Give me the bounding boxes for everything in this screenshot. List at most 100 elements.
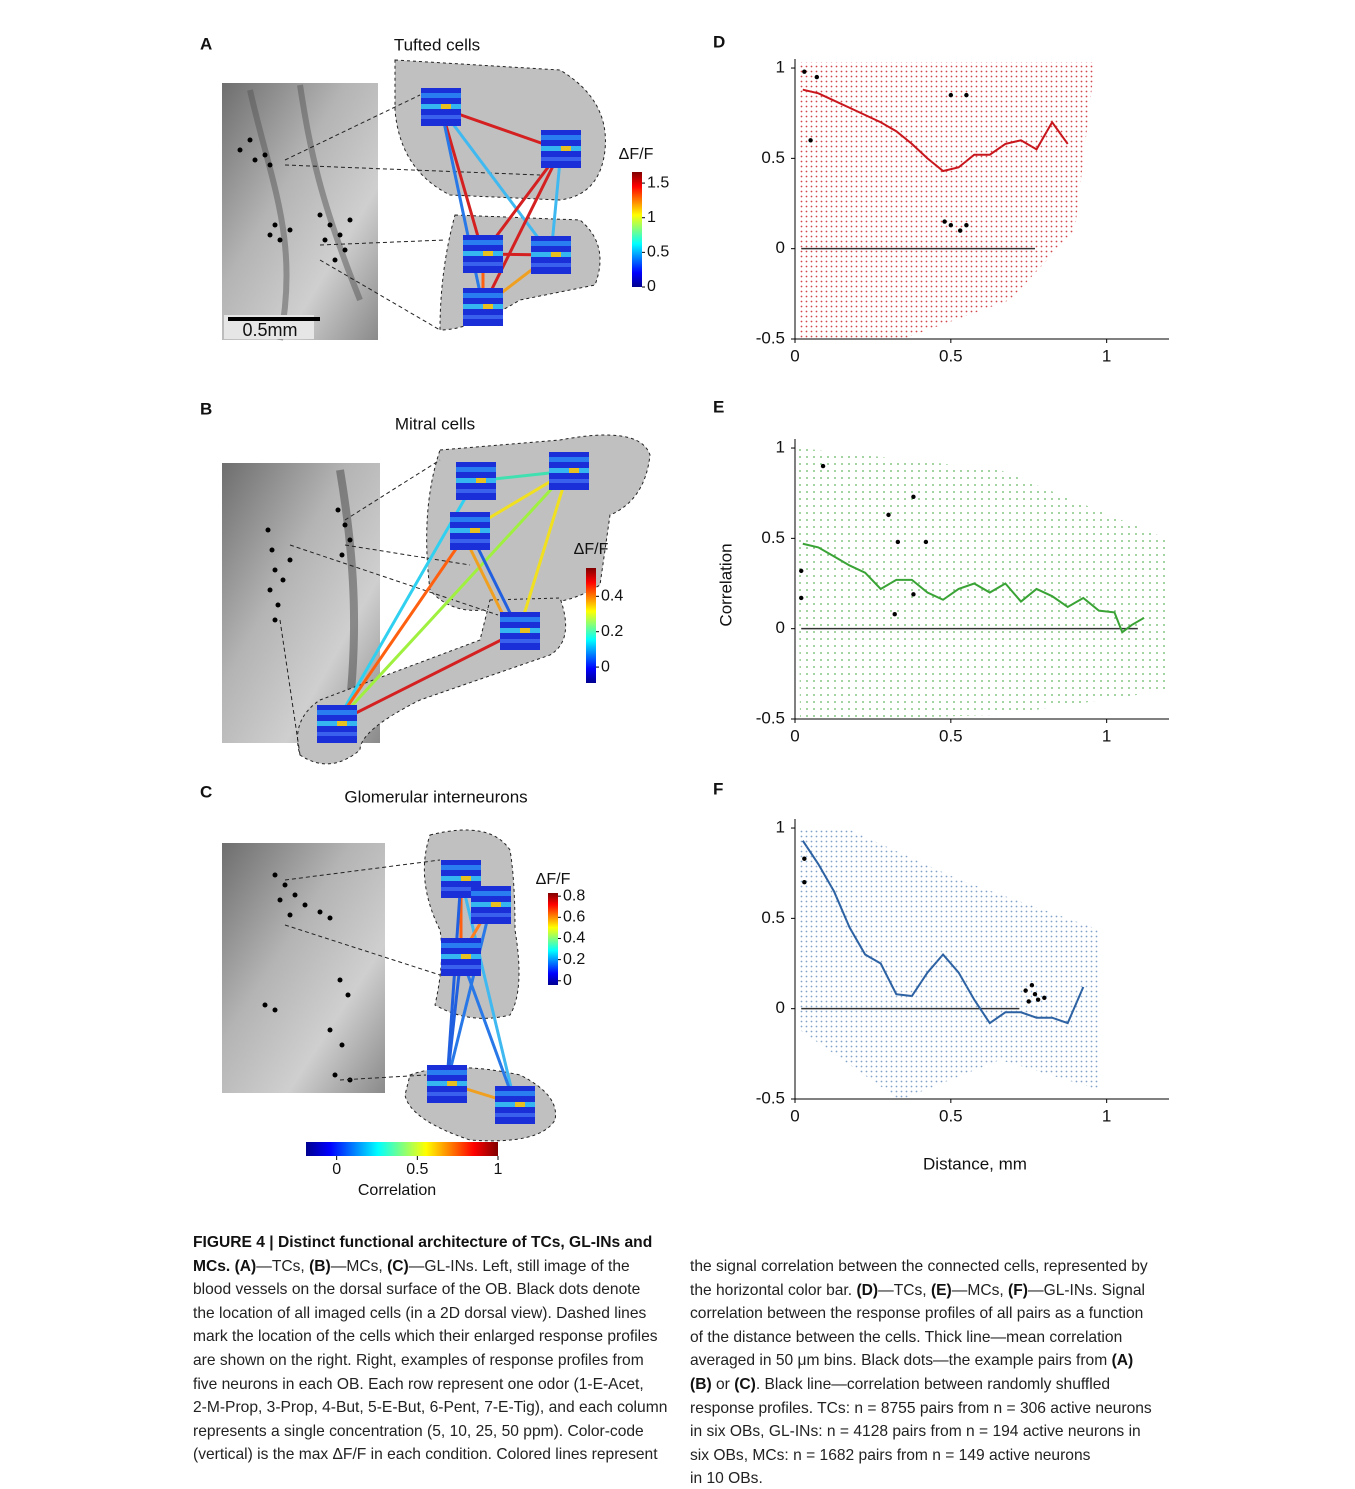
response-profile: [421, 88, 461, 126]
caption-text: (B): [309, 1258, 331, 1275]
example-pair: [1023, 988, 1027, 992]
panel-letter: A: [200, 34, 212, 53]
example-pair: [942, 219, 946, 223]
caption-line: the horizontal color bar. (D)—TCs, (E)—M…: [690, 1281, 1145, 1301]
caption-text: MCs. (A): [193, 1258, 256, 1275]
caption-text: —GL-INs. Left, still image of the: [409, 1258, 630, 1275]
y-tick-label: 1: [776, 58, 785, 77]
y-tick-label: 0.5: [761, 528, 785, 547]
response-profile: [463, 288, 503, 326]
example-pair: [821, 464, 825, 468]
response-profile: [450, 512, 490, 550]
caption-line: represents a single concentration (5, 10…: [193, 1422, 644, 1442]
example-pair: [802, 857, 806, 861]
caption-text: (vertical) is the max ΔF/F in each condi…: [193, 1446, 658, 1463]
caption-line: mark the location of the cells which the…: [193, 1327, 658, 1347]
vessel-image: [222, 83, 378, 340]
caption-line: correlation between the response profile…: [690, 1304, 1143, 1324]
example-pair: [802, 69, 806, 73]
colorbar-tick-label: 0.8: [563, 887, 585, 904]
caption-line: the location of all imaged cells (in a 2…: [193, 1304, 646, 1324]
caption-text: five neurons in each OB. Each row repres…: [193, 1376, 644, 1393]
caption-text: (C): [387, 1258, 409, 1275]
example-pair: [799, 569, 803, 573]
scale-bar-label: 0.5mm: [242, 320, 297, 340]
caption-text: —MCs,: [952, 1282, 1008, 1299]
x-tick-label: 0.5: [939, 1106, 963, 1125]
caption-text: the horizontal color bar.: [690, 1282, 856, 1299]
colorbar-tick-label: 0.2: [563, 951, 585, 968]
colorbar-label: ΔF/F: [574, 541, 609, 558]
caption-text: are shown on the right. Right, examples …: [193, 1352, 644, 1369]
caption-text: —TCs,: [878, 1282, 931, 1299]
x-tick-label: 1: [1102, 1106, 1111, 1125]
response-profile: [456, 462, 496, 500]
x-tick-label: 1: [1102, 346, 1111, 365]
x-tick-label: 0: [790, 346, 799, 365]
example-pair: [808, 138, 812, 142]
example-pair: [802, 880, 806, 884]
caption-line: the signal correlation between the conne…: [690, 1257, 1148, 1277]
example-pair: [949, 223, 953, 227]
colorbar-tick-label: 0.4: [601, 588, 623, 605]
caption-text: (A): [1112, 1352, 1134, 1369]
colorbar-tick-label: 0: [647, 278, 656, 295]
response-profile: [500, 612, 540, 650]
caption-line: six OBs, MCs: n = 1682 pairs from n = 14…: [690, 1446, 1090, 1466]
colorbar: [548, 893, 558, 985]
response-profile: [549, 452, 589, 490]
caption-line: (vertical) is the max ΔF/F in each condi…: [193, 1445, 658, 1465]
x-axis-label: Distance, mm: [923, 1154, 1027, 1173]
caption-text: (E): [931, 1282, 952, 1299]
example-pair: [893, 612, 897, 616]
y-tick-label: -0.5: [756, 708, 785, 727]
caption-text: response profiles. TCs: n = 8755 pairs f…: [690, 1400, 1152, 1417]
response-profile: [531, 236, 571, 274]
caption-text: FIGURE 4 | Distinct functional architect…: [193, 1234, 652, 1251]
example-pair: [1033, 992, 1037, 996]
panel-letter: B: [200, 399, 212, 418]
y-tick-label: 1: [776, 438, 785, 457]
caption-line: FIGURE 4 | Distinct functional architect…: [193, 1233, 652, 1253]
colorbar-label: Correlation: [358, 1182, 436, 1199]
caption-text: in 10 OBs.: [690, 1470, 763, 1487]
panel-letter: D: [713, 32, 725, 51]
example-pair: [896, 540, 900, 544]
panel-b: B Mitral cells: [200, 399, 650, 763]
page: { "panels": [ {"letter": "A", "title": "…: [0, 0, 1355, 1483]
colorbar-tick-label: 0: [563, 972, 572, 989]
pair-cloud: [798, 448, 1170, 720]
example-pair: [1036, 997, 1040, 1001]
caption-line: response profiles. TCs: n = 8755 pairs f…: [690, 1399, 1152, 1419]
correlation-colorbar: [306, 1142, 498, 1156]
y-tick-label: -0.5: [756, 1088, 785, 1107]
caption-text: the signal correlation between the conne…: [690, 1258, 1148, 1275]
x-tick-label: 1: [1102, 726, 1111, 745]
example-pair: [911, 495, 915, 499]
caption-text: correlation between the response profile…: [690, 1305, 1143, 1322]
example-pair: [886, 513, 890, 517]
response-profile: [471, 886, 511, 924]
example-pair: [1030, 983, 1034, 987]
panel-letter: C: [200, 782, 212, 801]
caption-text: in six OBs, GL-INs: n = 4128 pairs from …: [690, 1423, 1141, 1440]
pair-cloud: [800, 62, 1095, 340]
caption-text: mark the location of the cells which the…: [193, 1328, 658, 1345]
y-tick-label: 0: [776, 238, 785, 257]
caption-line: in 10 OBs.: [690, 1469, 763, 1489]
caption-line: (B) or (C). Black line—correlation betwe…: [690, 1375, 1110, 1395]
response-profile: [495, 1086, 535, 1124]
caption-text: —TCs,: [256, 1258, 309, 1275]
panel-letter: F: [713, 779, 723, 798]
colorbar-tick-label: 1: [647, 209, 656, 226]
example-pair: [964, 93, 968, 97]
caption-text: or: [712, 1376, 735, 1393]
y-tick-label: -0.5: [756, 328, 785, 347]
colorbar-tick-label: 0: [601, 658, 610, 675]
panel-title: Glomerular interneurons: [344, 787, 527, 806]
colorbar-tick-label: 1.5: [647, 174, 669, 191]
caption-text: (C): [734, 1376, 756, 1393]
colorbar-label: ΔF/F: [619, 146, 654, 163]
caption-text: 2-M-Prop, 3-Prop, 4-But, 5-E-But, 6-Pent…: [193, 1399, 667, 1416]
caption-text: averaged in 50 μm bins. Black dots—the e…: [690, 1352, 1112, 1369]
